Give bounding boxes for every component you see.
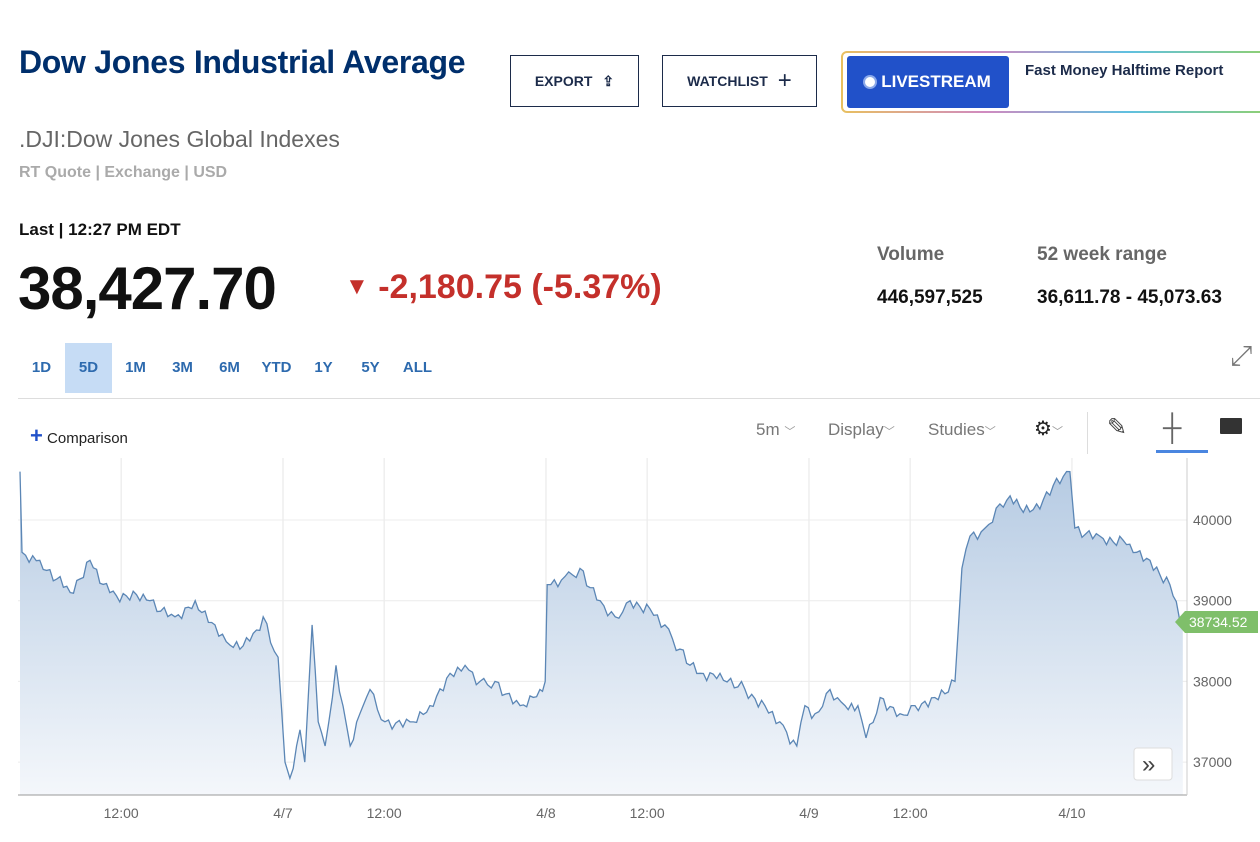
livestream-show-title[interactable]: Fast Money Halftime Report <box>1025 62 1224 79</box>
range-tab-5d[interactable]: 5D <box>65 343 112 393</box>
interval-dropdown[interactable]: 5m ﹀ <box>756 420 795 440</box>
range-value: 36,611.78 - 45,073.63 <box>1037 287 1222 308</box>
studies-dropdown[interactable]: Studies﹀ <box>928 420 996 440</box>
display-label: Display <box>828 420 884 439</box>
x-tick-label: 4/7 <box>273 805 293 821</box>
comparison-button[interactable]: + Comparison <box>30 423 128 449</box>
chevron-down-icon: ﹀ <box>1051 426 1063 438</box>
range-tab-5y[interactable]: 5Y <box>361 359 380 376</box>
settings-dropdown[interactable]: ⚙﹀ <box>1034 416 1063 441</box>
chevron-down-icon: ﹀ <box>784 426 796 438</box>
livestream-banner[interactable]: LIVESTREAM Fast Money Halftime Report <box>841 51 1260 113</box>
time-range-tabs: 1D 5D 1M 3M 6M YTD 1Y 5Y ALL <box>18 343 441 393</box>
range-tab-ytd[interactable]: YTD <box>261 359 292 376</box>
down-arrow-icon: ▼ <box>345 273 369 300</box>
price-change: ▼ -2,180.75 (-5.37%) <box>345 268 662 307</box>
range-tab-1d[interactable]: 1D <box>31 359 52 376</box>
svg-text:»: » <box>1142 751 1155 778</box>
comparison-label: Comparison <box>47 430 128 447</box>
draw-pencil-icon[interactable]: ✎ <box>1107 414 1128 441</box>
live-dot-icon <box>865 77 876 87</box>
chevron-down-icon: ﹀ <box>883 426 895 438</box>
range-label: 52 week range <box>1037 244 1167 265</box>
crosshair-icon[interactable]: ┼ <box>1163 412 1182 442</box>
watchlist-label: WATCHLIST <box>687 73 768 89</box>
range-tab-1m[interactable]: 1M <box>125 359 146 376</box>
plus-icon: + <box>777 67 792 94</box>
x-tick-label: 4/8 <box>536 805 556 821</box>
scroll-forward-button: » <box>1133 747 1173 781</box>
volume-value: 446,597,525 <box>877 287 983 308</box>
change-value: -2,180.75 (-5.37%) <box>378 268 662 306</box>
watchlist-button[interactable]: WATCHLIST + <box>662 55 817 107</box>
x-tick-label: 12:00 <box>630 805 665 821</box>
x-tick-label: 4/9 <box>799 805 819 821</box>
x-tick-label: 12:00 <box>893 805 928 821</box>
x-tick-label: 12:00 <box>367 805 402 821</box>
price-line <box>19 470 1184 781</box>
interval-label: 5m <box>756 420 780 439</box>
toolbar-divider <box>1087 412 1088 454</box>
studies-label: Studies <box>928 420 985 439</box>
display-dropdown[interactable]: Display﹀ <box>828 420 895 440</box>
range-tab-1y[interactable]: 1Y <box>314 359 333 376</box>
y-tick-label: 40000 <box>1193 512 1232 528</box>
volume-label: Volume <box>877 244 945 265</box>
crosshair-active-indicator <box>1156 450 1208 453</box>
export-label: EXPORT <box>534 73 593 89</box>
last-price: 38,427.70 <box>18 255 277 322</box>
last-time: Last | 12:27 PM EDT <box>19 220 181 239</box>
chevron-down-icon: ﹀ <box>984 426 996 438</box>
y-tick-label: 39000 <box>1193 593 1232 609</box>
range-tab-3m[interactable]: 3M <box>172 359 193 376</box>
symbol-exchange: .DJI:Dow Jones Global Indexes <box>19 126 340 152</box>
x-tick-label: 12:00 <box>104 805 139 821</box>
share-icon: ⇪ <box>602 72 615 89</box>
y-tick-label: 37000 <box>1193 754 1232 770</box>
price-area <box>20 471 1183 795</box>
last-value-tag: 38734.52 <box>1175 611 1258 633</box>
comment-icon[interactable] <box>1220 418 1242 434</box>
price-chart[interactable]: 12:00 4/7 12:00 4/8 12:00 4/9 12:00 4/10 40000 39… <box>0 455 1260 842</box>
livestream-button[interactable]: LIVESTREAM <box>847 56 1009 108</box>
range-tab-6m[interactable]: 6M <box>219 359 240 376</box>
livestream-label: LIVESTREAM <box>881 72 991 91</box>
plus-icon: + <box>30 423 43 448</box>
expand-icon[interactable]: ⤢ <box>1230 340 1253 371</box>
last-value-label: 38734.52 <box>1189 614 1248 630</box>
range-tab-all[interactable]: ALL <box>402 359 433 376</box>
x-tick-label: 4/10 <box>1058 805 1085 821</box>
page-title: Dow Jones Industrial Average <box>19 44 466 80</box>
divider <box>18 398 1260 399</box>
quote-meta: RT Quote | Exchange | USD <box>19 164 228 181</box>
gear-icon: ⚙ <box>1034 418 1052 440</box>
y-tick-label: 38000 <box>1193 673 1232 689</box>
export-button[interactable]: EXPORT ⇪ <box>510 55 639 107</box>
